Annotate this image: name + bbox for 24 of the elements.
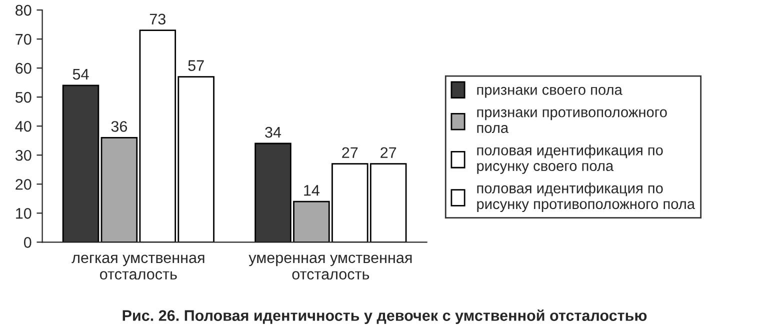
text: Рис. 26. Половая идентичность у девочек с умственной отсталостью bbox=[122, 309, 647, 324]
data-label: 27 bbox=[342, 147, 358, 158]
y-tick-label: 70 bbox=[16, 34, 32, 45]
data-label: 14 bbox=[304, 185, 320, 196]
data-label: 54 bbox=[72, 69, 89, 80]
data-label: 57 bbox=[188, 60, 204, 71]
legend-label: половая идентификация по рисунку противоположного пола bbox=[477, 182, 696, 212]
y-tick-label: 10 bbox=[16, 208, 32, 219]
x-tick-label: умеренная умственная отсталость bbox=[248, 254, 412, 280]
legend-label: признаки своего пола bbox=[477, 86, 622, 98]
x-tick-label: легкая умственная отсталость bbox=[72, 254, 204, 280]
data-label: 36 bbox=[111, 121, 128, 132]
y-tick-label: 30 bbox=[15, 150, 32, 161]
y-tick-label: 0 bbox=[24, 237, 32, 248]
y-tick-label: 40 bbox=[15, 120, 32, 132]
bar bbox=[100, 136, 138, 242]
y-tick-label: 20 bbox=[16, 178, 32, 190]
data-label: 34 bbox=[265, 126, 282, 138]
data-label: 27 bbox=[380, 147, 396, 158]
bar bbox=[62, 84, 100, 242]
y-tick-label: 80 bbox=[16, 4, 32, 16]
y-tick-label: 60 bbox=[16, 62, 32, 74]
y-tick-label: 50 bbox=[16, 92, 32, 103]
data-label: 73 bbox=[150, 14, 166, 25]
